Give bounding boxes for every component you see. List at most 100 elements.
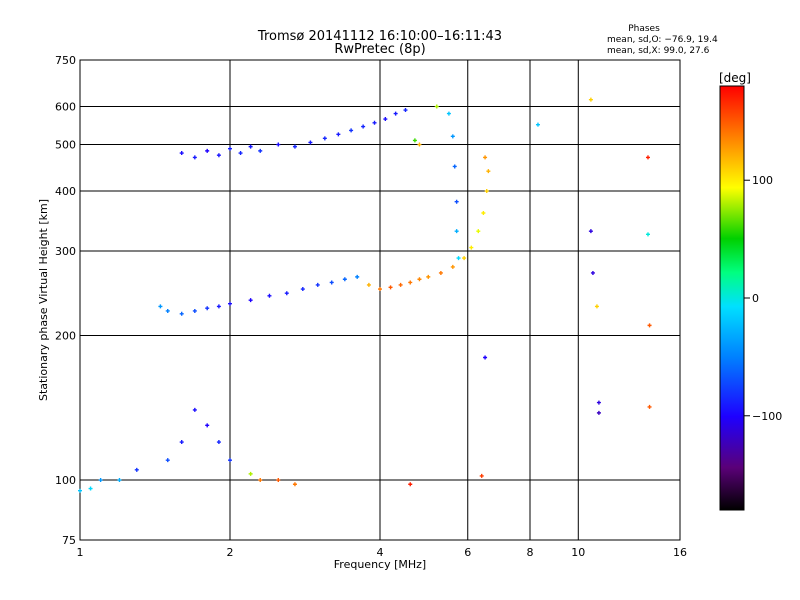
data-point — [412, 138, 417, 143]
data-point — [484, 189, 489, 194]
data-point — [276, 142, 281, 147]
data-point — [258, 478, 263, 483]
data-point — [134, 467, 139, 472]
data-point — [192, 407, 197, 412]
y-tick-label: 300 — [55, 245, 76, 258]
data-point — [483, 155, 488, 160]
data-point — [645, 232, 650, 237]
data-point — [78, 488, 82, 493]
data-point — [483, 355, 488, 360]
data-point — [469, 245, 474, 250]
colorbar-tick-label: 100 — [752, 174, 773, 187]
data-point — [462, 256, 467, 261]
data-point — [205, 148, 210, 153]
data-point — [88, 486, 93, 491]
data-point — [238, 151, 243, 156]
data-point — [403, 108, 408, 113]
data-point — [228, 301, 232, 306]
data-point — [355, 274, 360, 279]
data-point — [645, 155, 650, 160]
data-point — [426, 274, 431, 279]
data-point — [192, 155, 197, 160]
x-axis-label: Frequency [MHz] — [334, 558, 426, 571]
grid-lines — [80, 60, 680, 540]
data-point — [228, 458, 232, 463]
data-point — [417, 142, 422, 147]
data-point — [450, 264, 455, 269]
data-point — [192, 308, 197, 313]
data-point — [322, 136, 327, 141]
data-point — [292, 482, 297, 487]
y-tick-label: 400 — [55, 185, 76, 198]
data-point — [361, 124, 366, 129]
stats-line-x: mean, sd,X: 99.0, 27.6 — [607, 46, 710, 56]
data-point — [486, 169, 491, 174]
data-point — [267, 293, 272, 298]
data-point — [98, 478, 103, 483]
data-point — [205, 423, 210, 428]
data-point — [366, 282, 371, 287]
data-point — [315, 282, 320, 287]
x-tick-label: 6 — [464, 546, 471, 559]
x-tick-label: 2 — [227, 546, 234, 559]
data-point — [408, 482, 413, 487]
data-point — [158, 304, 163, 309]
y-axis-label: Stationary phase Virtual Height [km] — [37, 199, 50, 401]
data-point — [228, 146, 232, 151]
chart-title: Tromsø 20141112 16:10:00–16:11:43 — [257, 29, 502, 44]
data-point — [481, 211, 486, 216]
stats-line-o: mean, sd,O: −76.9, 19.4 — [607, 35, 718, 45]
data-point — [456, 256, 461, 261]
data-point — [179, 151, 184, 156]
data-point — [329, 280, 334, 285]
data-point — [434, 104, 439, 109]
x-axis-ticks: 1 2 4 6 8 10 16 — [77, 546, 688, 559]
y-tick-label: 75 — [62, 534, 76, 547]
y-tick-label: 500 — [55, 139, 76, 152]
data-point — [292, 144, 297, 149]
data-point — [398, 282, 403, 287]
data-point — [388, 285, 393, 290]
data-points — [78, 97, 652, 493]
data-point — [300, 287, 305, 292]
colorbar — [719, 85, 745, 511]
data-point — [372, 120, 377, 125]
data-point — [258, 148, 263, 153]
colorbar-label: [deg] — [719, 71, 751, 85]
colorbar-ticks: 100 0 −100 — [744, 174, 782, 423]
data-point — [647, 404, 652, 409]
data-point — [342, 277, 347, 282]
data-point — [590, 270, 595, 275]
data-point — [248, 471, 253, 476]
data-point — [383, 117, 388, 122]
data-point — [378, 287, 382, 292]
x-tick-label: 10 — [571, 546, 585, 559]
data-point — [216, 153, 221, 158]
y-axis-ticks: 75 100 200 300 400 500 600 750 — [55, 54, 76, 547]
y-tick-label: 100 — [55, 474, 76, 487]
data-point — [179, 440, 184, 445]
data-point — [349, 128, 354, 133]
x-tick-label: 16 — [673, 546, 687, 559]
data-point — [205, 306, 210, 311]
data-point — [216, 440, 221, 445]
y-tick-label: 750 — [55, 54, 76, 67]
data-point — [588, 229, 593, 234]
x-tick-label: 8 — [527, 546, 534, 559]
x-tick-label: 4 — [377, 546, 384, 559]
data-point — [454, 229, 459, 234]
data-point — [165, 308, 170, 313]
data-point — [588, 97, 593, 102]
data-point — [276, 478, 281, 483]
colorbar-tick-label: 0 — [752, 292, 759, 305]
data-point — [446, 111, 451, 116]
data-point — [476, 229, 481, 234]
data-point — [408, 280, 413, 285]
data-point — [596, 400, 601, 405]
data-point — [479, 473, 484, 478]
data-point — [336, 132, 341, 137]
y-tick-label: 600 — [55, 101, 76, 114]
data-point — [596, 410, 601, 415]
data-point — [594, 304, 599, 309]
